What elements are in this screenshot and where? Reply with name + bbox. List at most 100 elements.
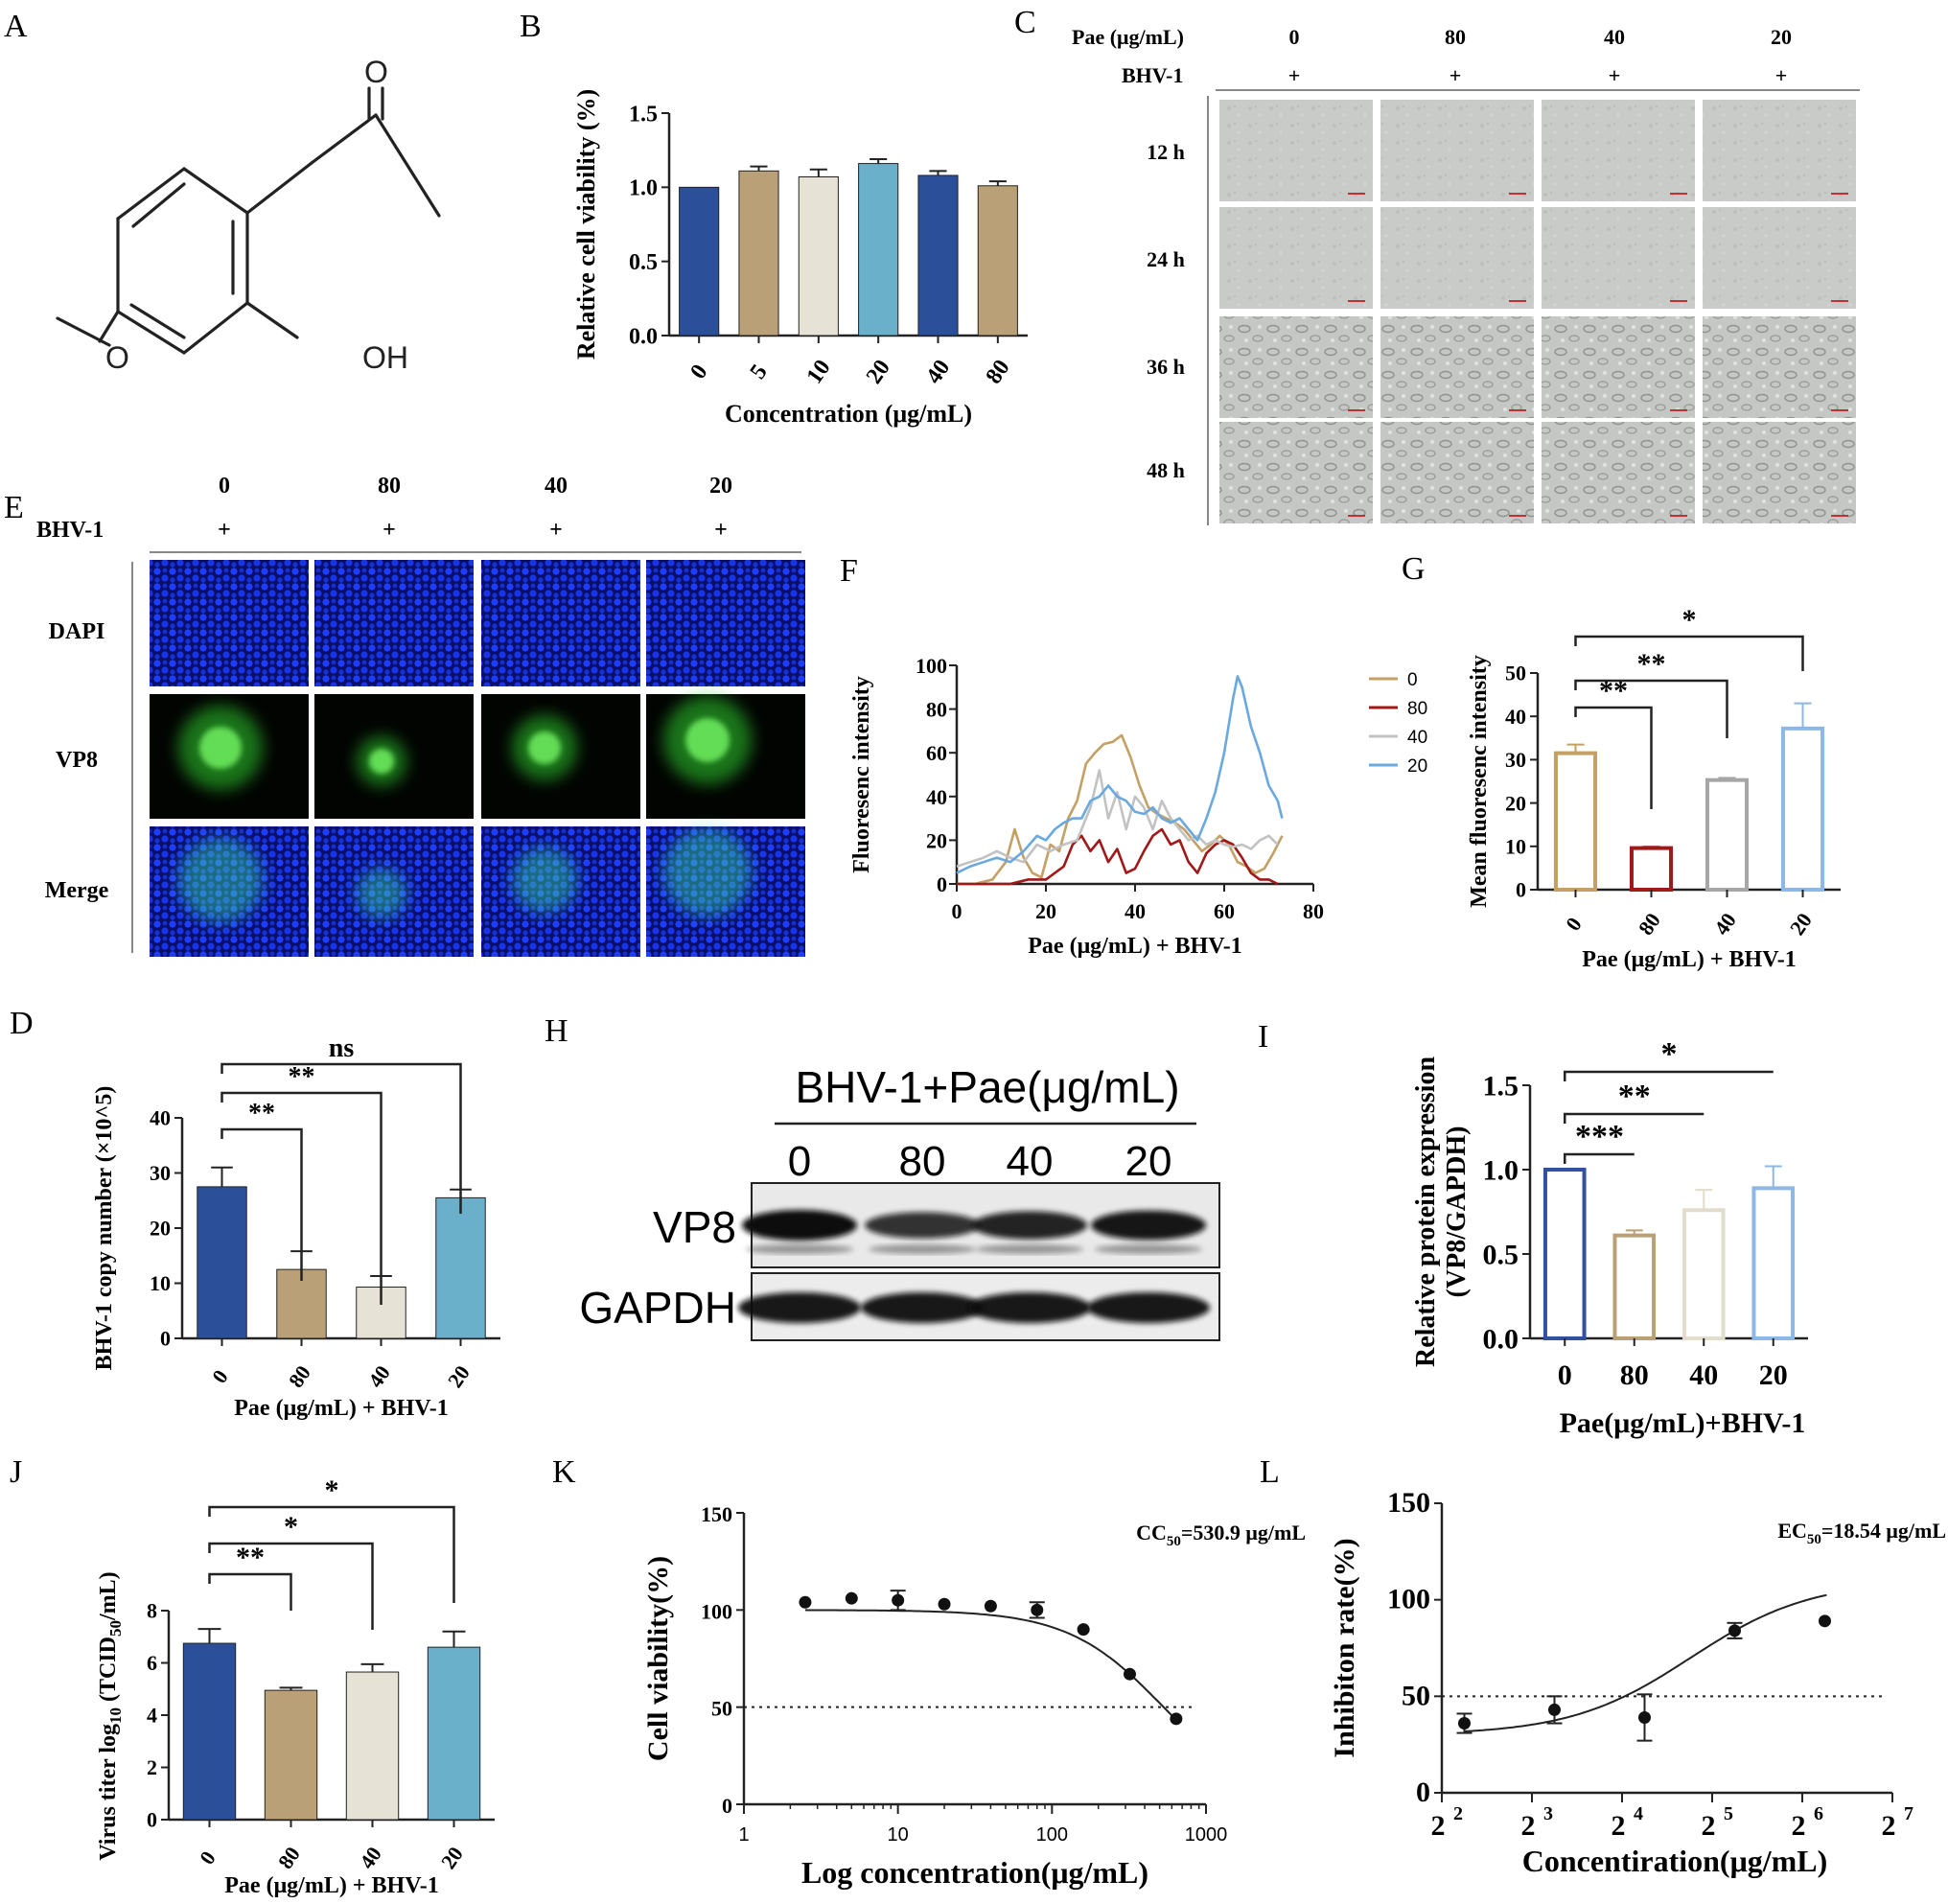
y-tick-label: 50 bbox=[1402, 1680, 1430, 1711]
bar bbox=[182, 1642, 237, 1821]
merge-signal-0 bbox=[178, 838, 263, 922]
x-axis-title: Pae (μg/mL) + BHV-1 bbox=[1028, 934, 1241, 959]
data-point bbox=[1638, 1710, 1651, 1724]
plus-1: + bbox=[1449, 63, 1462, 87]
e-plus-3: + bbox=[714, 518, 728, 543]
row-vp8: VP8 bbox=[653, 1202, 736, 1252]
significance-label: ** bbox=[248, 1099, 275, 1128]
row-label-merge: Merge bbox=[45, 878, 109, 903]
gapdh-band-0 bbox=[738, 1292, 861, 1323]
y-tick-label: 0.0 bbox=[1483, 1324, 1519, 1356]
x-tick-base: 2 bbox=[1792, 1810, 1806, 1842]
annotation-part: 50 bbox=[1167, 1534, 1181, 1549]
micrograph-3-0 bbox=[1219, 422, 1373, 523]
y-tick-label: 6 bbox=[147, 1651, 157, 1675]
lane-40: 40 bbox=[1007, 1138, 1054, 1185]
y-tick-label: 0 bbox=[1416, 1776, 1430, 1808]
bar bbox=[1681, 1208, 1726, 1340]
bar bbox=[1542, 1168, 1587, 1340]
significance-label: *** bbox=[1575, 1119, 1624, 1154]
double-bond-inner-3 bbox=[131, 182, 186, 228]
methoxy-oxygen: O bbox=[105, 340, 129, 375]
significance-bracket bbox=[220, 1062, 462, 1214]
bar bbox=[435, 1196, 486, 1339]
y-tick-label: 100 bbox=[916, 654, 947, 678]
series-line-80 bbox=[957, 827, 1279, 886]
x-tick-label: 20 bbox=[1035, 899, 1056, 923]
x-tick-label: 100 bbox=[1036, 1824, 1068, 1846]
plus-3: + bbox=[1775, 63, 1788, 87]
x-tick-base: 2 bbox=[1702, 1810, 1716, 1842]
annotation-part: 50 bbox=[1807, 1532, 1821, 1547]
data-point bbox=[799, 1595, 812, 1609]
panel-letter-f: F bbox=[840, 553, 858, 589]
bar bbox=[858, 163, 899, 337]
data-point bbox=[1458, 1717, 1471, 1730]
legend-label-0: 0 bbox=[1407, 670, 1418, 690]
y-tick-label: 0 bbox=[937, 872, 947, 896]
y-tick-label: 0 bbox=[160, 1327, 171, 1351]
y-tick-label: 40 bbox=[926, 785, 947, 809]
micrograph-3-1 bbox=[1380, 422, 1534, 523]
significance-label: ** bbox=[1637, 648, 1666, 680]
data-point bbox=[1548, 1703, 1561, 1716]
micrograph-2-2 bbox=[1542, 316, 1695, 418]
micrograph-3-3 bbox=[1703, 422, 1856, 523]
micrograph-3-2 bbox=[1542, 422, 1695, 523]
y-axis-title: Relative cell viability (%) bbox=[572, 89, 600, 360]
x-tick-label: 40 bbox=[355, 1843, 386, 1873]
y-tick-label: 80 bbox=[926, 698, 947, 722]
x-tick-exponent: 7 bbox=[1904, 1803, 1913, 1824]
y-tick-label: 20 bbox=[1505, 791, 1526, 815]
x-tick-base: 2 bbox=[1882, 1810, 1896, 1842]
x-axis-title: Pae (μg/mL) + BHV-1 bbox=[1582, 947, 1796, 972]
micrograph-1-1 bbox=[1380, 207, 1534, 309]
y-tick-label: 30 bbox=[1505, 748, 1526, 772]
dapi-image-2 bbox=[481, 560, 640, 686]
e-plus-1: + bbox=[383, 518, 396, 543]
merge-signal-3 bbox=[663, 828, 752, 917]
x-tick-label: 80 bbox=[1634, 909, 1665, 940]
panel-letter-d: D bbox=[10, 1006, 34, 1041]
x-tick-label: 10 bbox=[888, 1824, 909, 1846]
x-tick-base: 2 bbox=[1521, 1810, 1536, 1842]
bar bbox=[798, 176, 839, 337]
micrograph-2-3 bbox=[1703, 316, 1856, 418]
panel-letter-b: B bbox=[520, 9, 542, 44]
panel-e-images bbox=[150, 560, 805, 957]
x-tick-label: 80 bbox=[1620, 1359, 1649, 1391]
bond-ome-2 bbox=[56, 316, 111, 347]
data-point bbox=[1077, 1623, 1090, 1637]
y-title-part: Virus titer log bbox=[96, 1724, 121, 1861]
y-tick-label: 8 bbox=[147, 1599, 157, 1623]
panel-letter-g: G bbox=[1402, 551, 1426, 587]
bar bbox=[345, 1671, 400, 1821]
x-tick-label: 0 bbox=[195, 1846, 220, 1869]
row-label-vp8: VP8 bbox=[56, 748, 98, 773]
micrograph-0-2 bbox=[1542, 100, 1695, 201]
legend-label-20: 20 bbox=[1407, 756, 1427, 777]
x-tick-exponent: 4 bbox=[1634, 1803, 1643, 1824]
vp8-signal-core-2 bbox=[528, 731, 561, 764]
e-conc-20: 20 bbox=[709, 474, 732, 499]
x-tick-label: 40 bbox=[363, 1361, 395, 1392]
panel-letter-h: H bbox=[545, 1013, 568, 1049]
vp8-band-2 bbox=[972, 1211, 1087, 1240]
annotation-part: EC bbox=[1777, 1519, 1807, 1543]
y-tick-label: 0 bbox=[147, 1808, 157, 1832]
bar bbox=[738, 170, 779, 337]
blot-header: BHV-1+Pae(μg/mL) bbox=[795, 1062, 1179, 1112]
annotation-part: CC bbox=[1136, 1521, 1167, 1544]
bar bbox=[264, 1689, 318, 1821]
annotation-part: =18.54 μg/mL bbox=[1821, 1519, 1946, 1543]
bar bbox=[276, 1268, 327, 1339]
time-48h: 48 h bbox=[1147, 458, 1185, 482]
y-tick-label: 50 bbox=[1505, 662, 1526, 685]
row-gapdh: GAPDH bbox=[579, 1283, 736, 1333]
x-tick-exponent: 2 bbox=[1453, 1803, 1463, 1824]
chart-d: 0 10 20 30 40 0 80 40 20 Pae (μg/mL) + BHV-1 BHV-1… bbox=[92, 1033, 500, 1421]
x-tick-base: 2 bbox=[1431, 1810, 1446, 1842]
bar bbox=[977, 185, 1018, 337]
x-tick-label: 20 bbox=[1785, 909, 1817, 940]
